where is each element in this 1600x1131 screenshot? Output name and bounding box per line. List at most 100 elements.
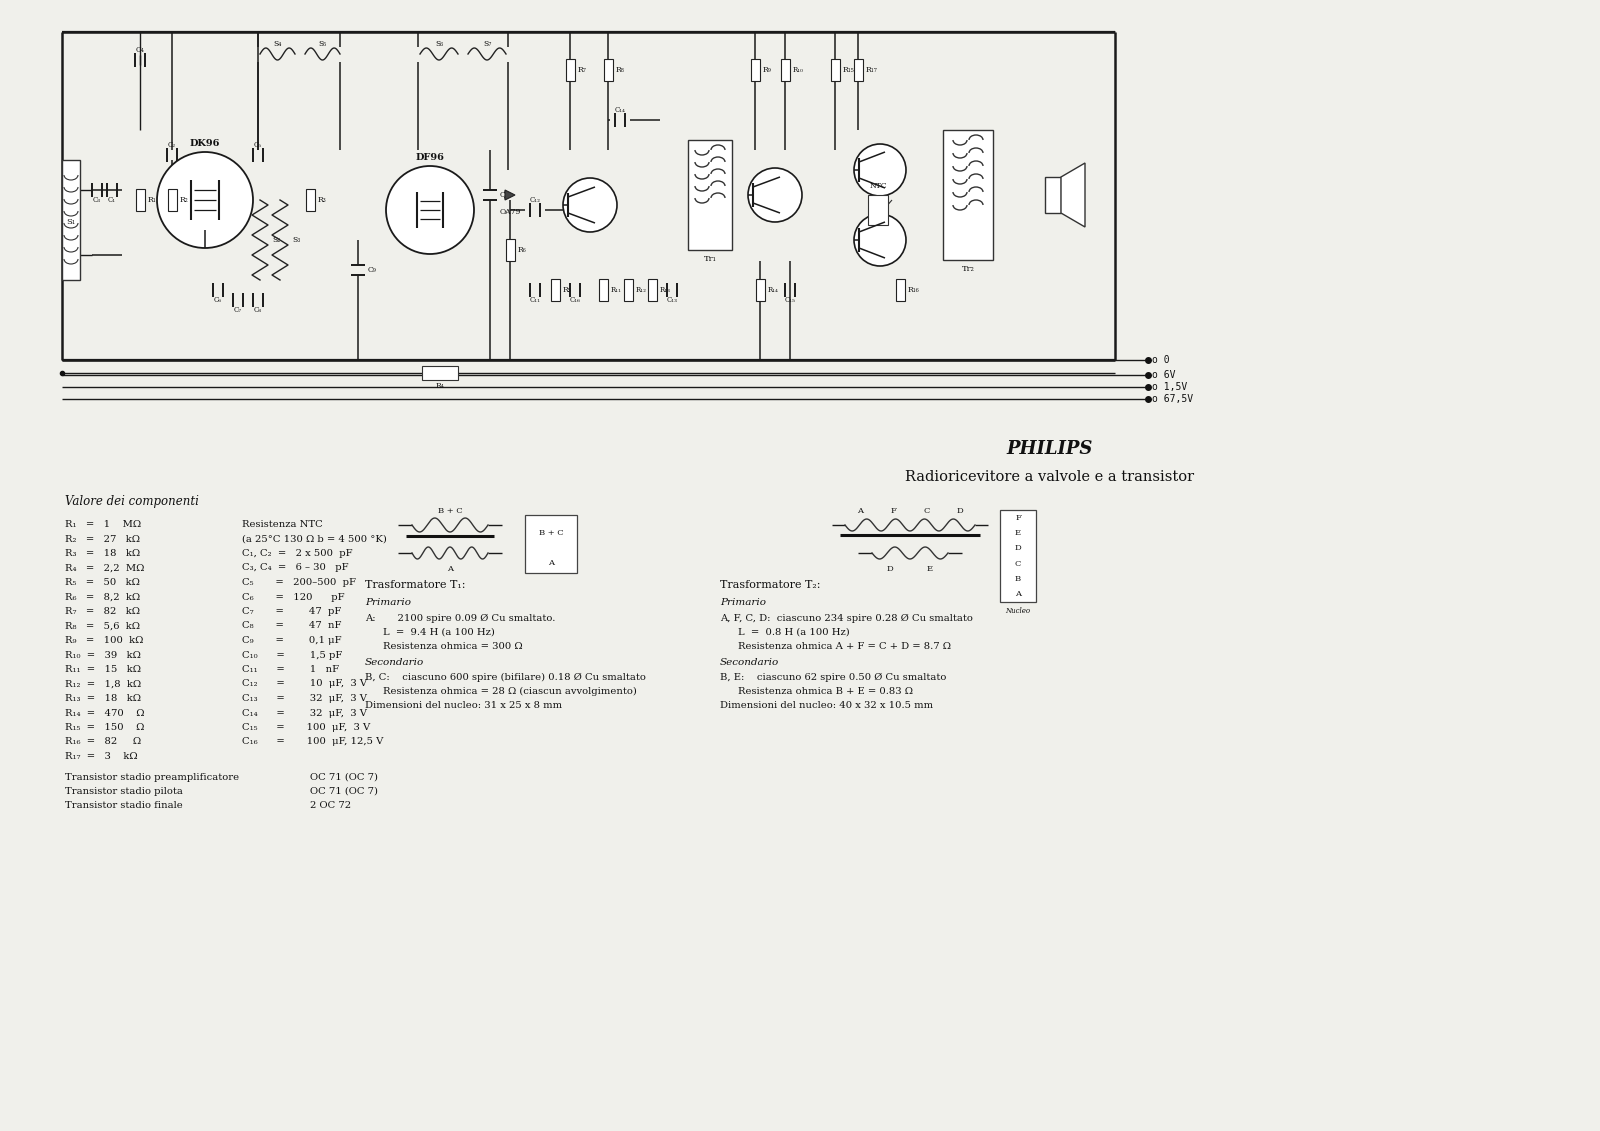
Text: o 0: o 0 bbox=[1152, 355, 1170, 365]
Text: R₁₅  =   150    Ω: R₁₅ = 150 Ω bbox=[66, 723, 144, 732]
Text: o 6V: o 6V bbox=[1152, 370, 1176, 380]
Text: R₁₄: R₁₄ bbox=[768, 286, 779, 294]
Text: R₁: R₁ bbox=[147, 196, 157, 204]
Text: C: C bbox=[923, 507, 930, 515]
Text: R₄   =   2,2  MΩ: R₄ = 2,2 MΩ bbox=[66, 563, 144, 572]
Text: S₂: S₂ bbox=[272, 236, 280, 244]
Text: B + C: B + C bbox=[438, 507, 462, 515]
Text: R₁₇: R₁₇ bbox=[866, 66, 878, 74]
Text: o 1,5V: o 1,5V bbox=[1152, 382, 1187, 392]
Text: A: A bbox=[858, 507, 862, 515]
Text: D: D bbox=[886, 566, 893, 573]
Text: R₁₁: R₁₁ bbox=[611, 286, 622, 294]
Polygon shape bbox=[506, 190, 515, 200]
Text: R₁₄  =   470    Ω: R₁₄ = 470 Ω bbox=[66, 708, 144, 717]
Bar bbox=[525, 515, 578, 573]
Text: R₃   =   18   kΩ: R₃ = 18 kΩ bbox=[66, 549, 141, 558]
Text: Tr₁: Tr₁ bbox=[704, 254, 717, 264]
Text: Dimensioni del nucleo: 40 x 32 x 10.5 mm: Dimensioni del nucleo: 40 x 32 x 10.5 mm bbox=[720, 701, 933, 710]
Text: C₁₀      =        1,5 pF: C₁₀ = 1,5 pF bbox=[242, 650, 342, 659]
Text: R₁₇  =   3    kΩ: R₁₇ = 3 kΩ bbox=[66, 752, 138, 761]
Text: C₇       =        47  pF: C₇ = 47 pF bbox=[242, 607, 341, 616]
Text: C₆: C₆ bbox=[214, 296, 222, 304]
Text: OC 71 (OC 7): OC 71 (OC 7) bbox=[310, 786, 378, 795]
Text: C₁₆: C₁₆ bbox=[570, 296, 581, 304]
Text: A:       2100 spire 0.09 Ø Cu smaltato.: A: 2100 spire 0.09 Ø Cu smaltato. bbox=[365, 614, 555, 623]
Text: L  =  9.4 H (a 100 Hz): L = 9.4 H (a 100 Hz) bbox=[382, 628, 494, 637]
Text: C₄: C₄ bbox=[136, 46, 144, 54]
Text: C₁₀: C₁₀ bbox=[499, 191, 512, 199]
Text: B, E:    ciascuno 62 spire 0.50 Ø Cu smaltato: B, E: ciascuno 62 spire 0.50 Ø Cu smalta… bbox=[720, 673, 946, 682]
Text: C₂: C₂ bbox=[168, 141, 176, 149]
Bar bbox=[648, 279, 658, 301]
Text: Primario: Primario bbox=[720, 598, 766, 607]
Bar bbox=[854, 59, 862, 81]
Text: Trasformatore T₁:: Trasformatore T₁: bbox=[365, 580, 466, 590]
Bar bbox=[830, 59, 840, 81]
Text: C₅       =   200–500  pF: C₅ = 200–500 pF bbox=[242, 578, 355, 587]
Bar bbox=[598, 279, 608, 301]
Text: Valore dei componenti: Valore dei componenti bbox=[66, 495, 198, 508]
Text: C₉: C₉ bbox=[368, 266, 378, 274]
Text: C₁₄: C₁₄ bbox=[614, 106, 626, 114]
Text: R₁₅: R₁₅ bbox=[843, 66, 854, 74]
Text: Resistenza ohmica = 300 Ω: Resistenza ohmica = 300 Ω bbox=[382, 642, 523, 651]
Text: R₆   =   8,2  kΩ: R₆ = 8,2 kΩ bbox=[66, 593, 141, 602]
Circle shape bbox=[386, 166, 474, 254]
Text: F: F bbox=[1014, 513, 1021, 521]
Text: R₈   =   5,6  kΩ: R₈ = 5,6 kΩ bbox=[66, 622, 141, 630]
Bar bbox=[1045, 176, 1061, 213]
Text: Transistor stadio pilota: Transistor stadio pilota bbox=[66, 786, 182, 795]
Text: Secondario: Secondario bbox=[365, 658, 424, 667]
Text: S₅: S₅ bbox=[318, 40, 326, 48]
Text: OA79: OA79 bbox=[499, 208, 520, 216]
Text: L  =  0.8 H (a 100 Hz): L = 0.8 H (a 100 Hz) bbox=[738, 628, 850, 637]
Text: R₁₂  =   1,8  kΩ: R₁₂ = 1,8 kΩ bbox=[66, 680, 141, 689]
Text: C₁₁      =        1   nF: C₁₁ = 1 nF bbox=[242, 665, 339, 674]
Text: R₈: R₈ bbox=[616, 66, 626, 74]
Text: Trasformatore T₂:: Trasformatore T₂: bbox=[720, 580, 821, 590]
Text: Radioricevitore a valvole e a transistor: Radioricevitore a valvole e a transistor bbox=[906, 470, 1195, 484]
Circle shape bbox=[854, 144, 906, 196]
Text: C: C bbox=[1014, 560, 1021, 568]
Text: C₁₂: C₁₂ bbox=[530, 196, 541, 204]
Text: OC 71 (OC 7): OC 71 (OC 7) bbox=[310, 772, 378, 782]
Text: B: B bbox=[1014, 575, 1021, 582]
Text: S₇: S₇ bbox=[483, 40, 491, 48]
Text: R₁   =   1    MΩ: R₁ = 1 MΩ bbox=[66, 520, 141, 529]
Text: R₉: R₉ bbox=[763, 66, 771, 74]
Text: C₆       =   120      pF: C₆ = 120 pF bbox=[242, 593, 344, 602]
Text: R₇: R₇ bbox=[578, 66, 587, 74]
Text: D: D bbox=[1014, 544, 1021, 552]
Text: C₇: C₇ bbox=[234, 307, 242, 314]
Polygon shape bbox=[1061, 163, 1085, 227]
Text: E: E bbox=[1014, 529, 1021, 537]
Text: Tr₂: Tr₂ bbox=[962, 265, 974, 273]
Text: 2 OC 72: 2 OC 72 bbox=[310, 801, 350, 810]
Text: R₁₀  =   39   kΩ: R₁₀ = 39 kΩ bbox=[66, 650, 141, 659]
Text: S₄: S₄ bbox=[274, 40, 282, 48]
Text: C₁: C₁ bbox=[107, 196, 117, 204]
Text: R₁₁  =   15   kΩ: R₁₁ = 15 kΩ bbox=[66, 665, 141, 674]
Bar bbox=[605, 59, 613, 81]
Text: C₁₃      =        32  μF,  3 V: C₁₃ = 32 μF, 3 V bbox=[242, 694, 366, 703]
Text: C₁, C₂  =   2 x 500  pF: C₁, C₂ = 2 x 500 pF bbox=[242, 549, 352, 558]
Text: C₁₆      =       100  μF, 12,5 V: C₁₆ = 100 μF, 12,5 V bbox=[242, 737, 384, 746]
Text: Resistenza ohmica B + E = 0.83 Ω: Resistenza ohmica B + E = 0.83 Ω bbox=[738, 687, 914, 696]
Text: B + C: B + C bbox=[539, 529, 563, 537]
Text: NTC: NTC bbox=[869, 182, 886, 190]
Circle shape bbox=[157, 152, 253, 248]
Text: D: D bbox=[957, 507, 963, 515]
Text: (a 25°C 130 Ω b = 4 500 °K): (a 25°C 130 Ω b = 4 500 °K) bbox=[242, 535, 387, 544]
Text: Resistenza ohmica A + F = C + D = 8.7 Ω: Resistenza ohmica A + F = C + D = 8.7 Ω bbox=[738, 642, 950, 651]
Bar bbox=[750, 59, 760, 81]
Text: Nucleo: Nucleo bbox=[1005, 607, 1030, 615]
Text: C₈       =        47  nF: C₈ = 47 nF bbox=[242, 622, 341, 630]
Text: S₆: S₆ bbox=[435, 40, 443, 48]
Text: Resistenza NTC: Resistenza NTC bbox=[242, 520, 323, 529]
Bar bbox=[757, 279, 765, 301]
Bar bbox=[781, 59, 790, 81]
Text: PHILIPS: PHILIPS bbox=[1006, 440, 1093, 458]
Text: R₅: R₅ bbox=[563, 286, 571, 294]
Text: F: F bbox=[890, 507, 896, 515]
